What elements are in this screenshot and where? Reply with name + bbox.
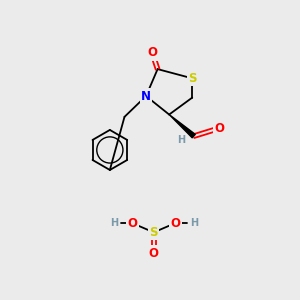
Text: S: S xyxy=(149,226,158,239)
Text: H: H xyxy=(177,135,185,145)
Text: O: O xyxy=(214,122,224,135)
Polygon shape xyxy=(169,115,195,138)
Text: O: O xyxy=(170,217,180,230)
Text: S: S xyxy=(188,72,196,85)
Text: H: H xyxy=(190,218,198,228)
Text: O: O xyxy=(127,217,137,230)
Text: H: H xyxy=(110,218,118,228)
Text: N: N xyxy=(141,90,151,103)
Text: O: O xyxy=(149,247,159,260)
Text: O: O xyxy=(147,46,157,59)
